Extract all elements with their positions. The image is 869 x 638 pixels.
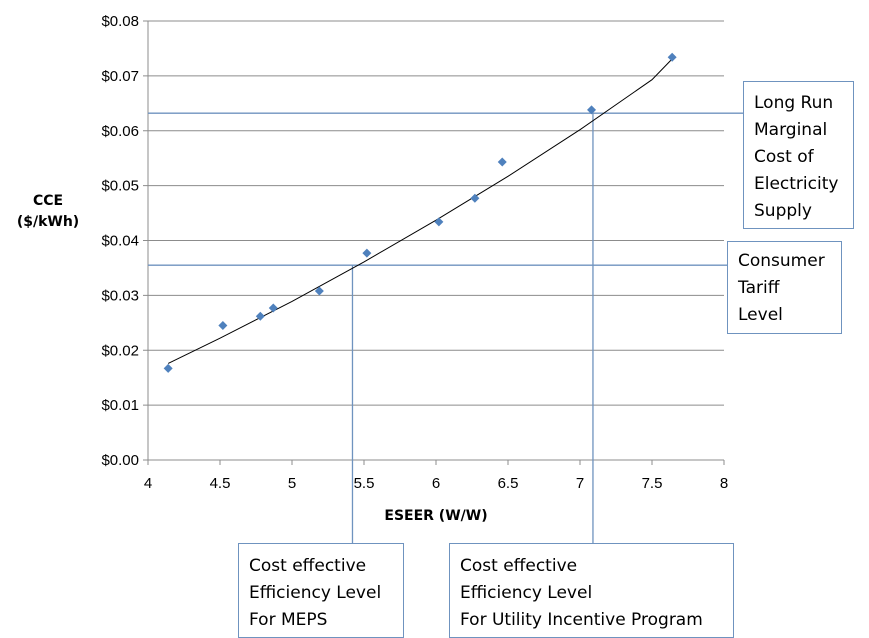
data-point (470, 193, 480, 203)
consumer-tariff-annotation: Consumer Tariff Level (727, 241, 842, 334)
y-tick-label: $0.05 (101, 178, 139, 195)
data-point (163, 363, 173, 373)
data-point (268, 303, 278, 313)
long-run-cost-annotation: Long Run Marginal Cost of Electricity Su… (743, 81, 854, 229)
x-tick-label: 5.5 (354, 475, 375, 492)
y-tick-label: $0.08 (101, 13, 139, 30)
trendline-group (167, 58, 673, 364)
data-point (497, 157, 507, 167)
y-tick-label: $0.06 (101, 123, 139, 140)
data-point (667, 52, 677, 62)
tariff-line-3: Level (738, 305, 783, 325)
y-tick-label: $0.07 (101, 68, 139, 85)
meps-line-2: Efficiency Level (249, 583, 382, 603)
tariff-line-2: Tariff (738, 278, 780, 298)
data-point (314, 286, 324, 296)
x-tick-labels: 4 4.5 5 5.5 6 6.5 7 7.5 8 (144, 475, 728, 492)
x-tick-label: 4.5 (210, 475, 231, 492)
y-tick-label: $0.00 (101, 452, 139, 469)
utility-line-2: Efficiency Level (460, 583, 593, 603)
gridlines (148, 20, 724, 406)
tariff-line-1: Consumer (738, 251, 825, 271)
x-tick-label: 7 (576, 475, 584, 492)
x-axis-title: ESEER (W/W) (384, 508, 487, 524)
meps-line-3: For MEPS (249, 610, 328, 630)
data-point (255, 311, 265, 321)
axes (143, 20, 725, 465)
x-tick-label: 6.5 (498, 475, 519, 492)
y-axis-title-line-1: CCE (33, 193, 63, 209)
trendline (167, 58, 673, 364)
meps-annotation: Cost effective Efficiency Level For MEPS (238, 543, 404, 638)
y-tick-label: $0.03 (101, 287, 139, 304)
data-point (218, 321, 228, 331)
utility-line-1: Cost effective (460, 556, 578, 576)
data-point (362, 248, 372, 258)
x-tick-label: 4 (144, 475, 152, 492)
y-axis-title-line-2: ($/kWh) (17, 214, 79, 230)
x-tick-label: 5 (288, 475, 296, 492)
long-run-line-2: Marginal (754, 120, 828, 140)
meps-line-1: Cost effective (249, 556, 367, 576)
utility-program-annotation: Cost effective Efficiency Level For Util… (449, 543, 734, 638)
reference-lines (148, 112, 743, 543)
utility-line-3: For Utility Incentive Program (460, 610, 703, 630)
data-point (587, 105, 597, 115)
x-tick-label: 8 (720, 475, 728, 492)
data-point (434, 217, 444, 227)
long-run-line-5: Supply (754, 201, 812, 221)
y-tick-labels: $0.00 $0.01 $0.02 $0.03 $0.04 $0.05 $0.06 $0.07… (101, 13, 139, 469)
x-tick-label: 6 (432, 475, 440, 492)
long-run-line-1: Long Run (754, 93, 834, 113)
long-run-line-4: Electricity (754, 174, 839, 194)
x-tick-label: 7.5 (642, 475, 663, 492)
long-run-line-3: Cost of (754, 147, 814, 167)
y-tick-label: $0.04 (101, 233, 139, 250)
y-tick-label: $0.02 (101, 342, 139, 359)
y-tick-label: $0.01 (101, 397, 139, 414)
data-points (163, 52, 677, 373)
